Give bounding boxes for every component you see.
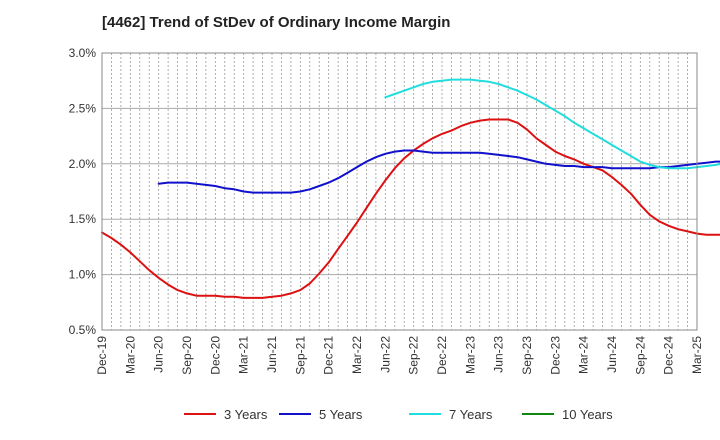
x-tick-label: Jun-23 xyxy=(492,336,506,373)
x-tick-label: Mar-20 xyxy=(123,336,137,374)
series-lines xyxy=(101,78,720,299)
x-tick-label: Jun-20 xyxy=(152,336,166,373)
legend-label: 5 Years xyxy=(319,407,363,422)
x-tick-label: Mar-22 xyxy=(350,336,364,374)
x-tick-label: Jun-22 xyxy=(378,336,392,373)
series-line-7-years xyxy=(384,78,720,170)
series-line-5-years xyxy=(157,149,720,194)
x-tick-label: Dec-19 xyxy=(95,336,109,375)
y-tick-label: 2.0% xyxy=(69,157,97,171)
x-tick-label: Jun-21 xyxy=(265,336,279,373)
x-axis: Dec-19 Mar-20 Jun-20 Sep-20 Dec-20 Mar-21 Jun-… xyxy=(95,336,704,375)
y-tick-label: 1.5% xyxy=(69,212,97,226)
x-tick-label: Sep-23 xyxy=(520,336,534,375)
chart-title: [4462] Trend of StDev of Ordinary Income… xyxy=(102,14,451,31)
y-tick-label: 2.5% xyxy=(69,101,97,115)
x-tick-label: Dec-24 xyxy=(662,336,676,375)
x-tick-label: Sep-22 xyxy=(407,336,421,375)
x-tick-label: Sep-20 xyxy=(180,336,194,375)
y-tick-label: 1.0% xyxy=(69,268,97,282)
x-tick-label: Jun-24 xyxy=(605,336,619,373)
y-axis: 0.5% 1.0% 1.5% 2.0% 2.5% 3.0% xyxy=(69,46,97,337)
legend-label: 10 Years xyxy=(562,407,613,422)
x-tick-label: Dec-20 xyxy=(208,336,222,375)
y-tick-label: 3.0% xyxy=(69,46,97,60)
x-tick-label: Dec-21 xyxy=(322,336,336,375)
y-tick-label: 0.5% xyxy=(69,323,97,337)
x-tick-label: Sep-21 xyxy=(293,336,307,375)
x-tick-label: Dec-22 xyxy=(435,336,449,375)
grid xyxy=(102,52,697,331)
legend-label: 7 Years xyxy=(449,407,493,422)
x-tick-label: Mar-21 xyxy=(237,336,251,374)
x-tick-label: Mar-23 xyxy=(463,336,477,374)
series-line-3-years xyxy=(101,118,720,299)
x-tick-label: Mar-24 xyxy=(577,336,591,374)
x-tick-label: Mar-25 xyxy=(690,336,704,374)
plot-area xyxy=(101,52,698,331)
x-tick-label: Dec-23 xyxy=(548,336,562,375)
x-tick-label: Sep-24 xyxy=(633,336,647,375)
legend: 3 Years 5 Years 7 Years 10 Years xyxy=(184,407,613,422)
legend-label: 3 Years xyxy=(224,407,268,422)
